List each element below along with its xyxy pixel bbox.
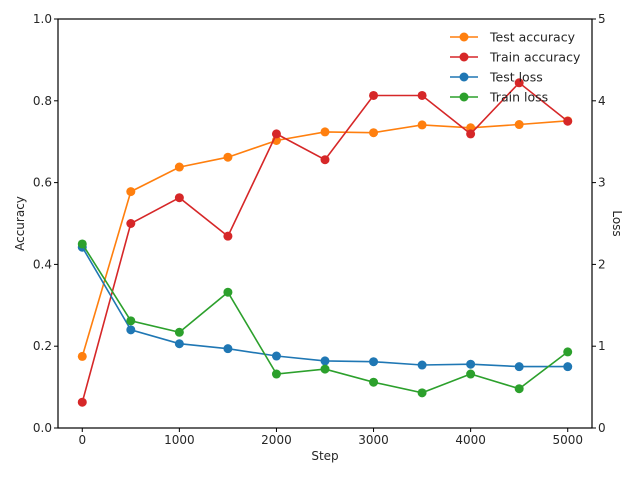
data-point-train-accuracy [369, 90, 379, 100]
y-right-tick-label: 3 [598, 176, 606, 190]
x-tick-label: 0 [78, 433, 86, 447]
x-tick-label: 3000 [358, 433, 389, 447]
legend-label-train-accuracy: Train accuracy [489, 50, 581, 65]
y-left-tick-label: 0.6 [33, 176, 52, 190]
x-tick-label: 5000 [552, 433, 583, 447]
data-point-test-loss [271, 351, 281, 361]
series-test-loss [77, 242, 573, 372]
data-point-test-accuracy [369, 128, 379, 138]
data-point-train-loss [174, 327, 184, 337]
plot-frame [57, 18, 593, 429]
axes: 0 1000 2000 3000 4000 5000 0.0 0.2 0.4 0.6 0.8 1.0 0… [33, 12, 606, 447]
data-point-test-accuracy [417, 120, 427, 130]
data-point-train-loss [466, 369, 476, 379]
y-left-tick-label: 0.2 [33, 339, 52, 353]
legend-label-test-loss: Test loss [489, 70, 543, 85]
series-train-loss [77, 239, 573, 398]
data-point-test-loss [320, 356, 330, 366]
data-point-test-accuracy [174, 162, 184, 172]
y-right-tick-label: 5 [598, 12, 606, 26]
y-left-tick-label: 0.0 [33, 421, 52, 435]
data-point-test-accuracy [514, 120, 524, 130]
series-line-test-loss [81, 246, 568, 368]
y-axis-left-label: Accuracy [13, 196, 27, 251]
data-point-train-accuracy [417, 90, 427, 100]
data-point-test-loss [369, 357, 379, 367]
data-point-train-loss [223, 287, 233, 297]
y-right-tick-label: 0 [598, 421, 606, 435]
data-point-test-accuracy [320, 127, 330, 137]
legend-marker-train-loss [459, 92, 469, 102]
data-point-train-loss [563, 347, 573, 357]
x-tick-label: 4000 [455, 433, 486, 447]
data-point-train-accuracy [563, 116, 573, 126]
y-right-tick-label: 2 [598, 257, 606, 271]
data-point-train-accuracy [77, 397, 87, 407]
data-point-test-accuracy [126, 187, 136, 197]
data-point-test-loss [174, 339, 184, 349]
data-point-train-loss [271, 369, 281, 379]
data-point-test-loss [514, 362, 524, 372]
y-right-tick-label: 1 [598, 339, 606, 353]
y-left-tick-label: 0.4 [33, 257, 52, 271]
x-axis-label: Step [311, 449, 338, 463]
x-tick-label: 1000 [164, 433, 195, 447]
data-point-test-loss [223, 344, 233, 354]
y-left-tick-label: 0.8 [33, 94, 52, 108]
data-point-test-accuracy [223, 152, 233, 162]
data-point-train-accuracy [174, 193, 184, 203]
data-point-train-accuracy [466, 129, 476, 139]
data-point-train-accuracy [320, 155, 330, 165]
y-left-tick-label: 1.0 [33, 12, 52, 26]
legend: Test accuracy Train accuracy Test loss Trai… [450, 30, 581, 105]
x-tick-label: 2000 [261, 433, 292, 447]
legend-marker-train-accuracy [459, 52, 469, 62]
data-point-train-accuracy [271, 129, 281, 139]
series-test-accuracy [77, 116, 573, 361]
legend-marker-test-loss [459, 72, 469, 82]
data-point-test-loss [466, 359, 476, 369]
legend-label-train-loss: Train loss [489, 90, 548, 105]
data-point-train-accuracy [223, 231, 233, 241]
data-point-train-loss [417, 388, 427, 398]
legend-label-test-accuracy: Test accuracy [489, 30, 576, 45]
data-point-train-loss [514, 384, 524, 394]
plot-series [77, 78, 573, 407]
series-train-accuracy [77, 78, 573, 407]
data-point-train-loss [126, 316, 136, 326]
data-point-test-loss [126, 325, 136, 335]
legend-marker-test-accuracy [459, 32, 469, 42]
data-point-train-accuracy [126, 219, 136, 228]
data-point-train-accuracy [514, 78, 524, 88]
data-point-train-loss [369, 377, 379, 387]
data-point-train-loss [320, 364, 330, 374]
data-point-train-loss [77, 239, 87, 249]
data-point-test-accuracy [77, 351, 87, 361]
data-point-test-loss [417, 360, 427, 370]
data-point-test-loss [563, 362, 573, 372]
y-right-tick-label: 4 [598, 94, 606, 108]
y-axis-right-label: Loss [610, 210, 624, 236]
